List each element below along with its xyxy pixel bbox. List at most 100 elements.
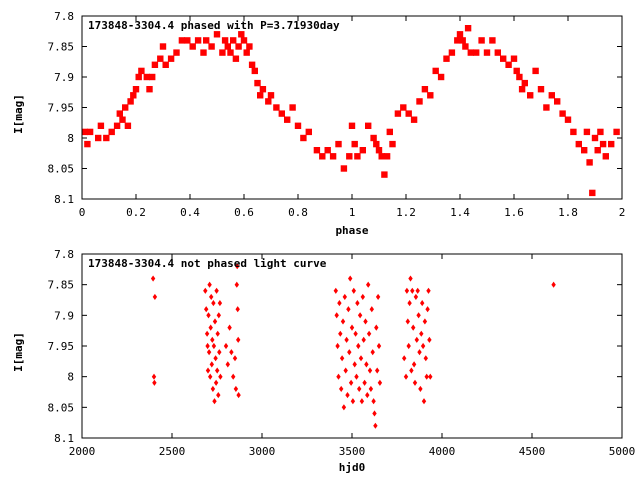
data-point: [341, 404, 347, 411]
data-point: [421, 398, 427, 405]
data-point: [319, 153, 326, 160]
data-point: [473, 49, 480, 56]
data-point: [364, 361, 369, 368]
data-point: [151, 373, 157, 380]
x-tick-label: 3500: [339, 445, 366, 458]
data-point: [343, 367, 348, 374]
data-point: [518, 86, 526, 93]
data-point: [305, 128, 312, 136]
data-point: [213, 355, 218, 362]
data-point: [184, 37, 191, 44]
data-point: [208, 373, 213, 380]
y-tick-label: 7.9: [54, 309, 74, 322]
data-point: [591, 134, 599, 142]
y-tick-label: 7.85: [48, 41, 75, 54]
data-point: [236, 392, 241, 399]
data-point: [467, 49, 474, 56]
data-point: [370, 134, 377, 142]
data-point: [213, 379, 219, 386]
data-point: [257, 92, 264, 99]
data-point: [210, 336, 215, 343]
chart-title: 173848-3304.4 phased with P=3.71930day: [88, 19, 340, 32]
data-point: [423, 355, 428, 362]
data-point: [357, 312, 363, 319]
data-point: [478, 37, 485, 44]
y-tick-label: 7.95: [48, 340, 75, 353]
data-point: [559, 110, 566, 117]
data-point: [344, 336, 349, 343]
data-point: [348, 122, 356, 129]
data-point: [359, 398, 365, 405]
data-point: [597, 128, 604, 136]
data-point: [405, 110, 412, 117]
data-point: [324, 147, 331, 154]
data-point: [367, 367, 373, 374]
data-point: [294, 122, 302, 129]
data-point: [532, 67, 539, 75]
y-axis-label: I[mag]: [12, 332, 25, 372]
data-point: [207, 281, 212, 288]
data-point: [205, 342, 210, 350]
data-point: [234, 281, 239, 288]
data-point: [95, 134, 102, 142]
data-point: [416, 98, 423, 105]
data-point: [210, 385, 216, 392]
data-point: [211, 342, 217, 350]
data-point: [564, 116, 572, 123]
data-point: [594, 147, 601, 154]
data-point: [337, 300, 342, 307]
data-point: [351, 140, 358, 148]
data-point: [373, 140, 380, 148]
data-point: [162, 61, 169, 68]
x-tick-label: 1.8: [558, 206, 578, 219]
data-point: [132, 86, 140, 93]
data-point: [500, 55, 507, 62]
data-point: [372, 410, 377, 417]
data-point: [240, 37, 248, 44]
data-point: [348, 379, 354, 386]
data-point: [334, 312, 339, 319]
data-point: [81, 128, 88, 136]
data-point: [386, 128, 393, 136]
data-point: [357, 385, 362, 392]
data-point: [513, 67, 520, 75]
data-point: [415, 287, 420, 294]
data-point: [366, 281, 371, 288]
data-point: [340, 318, 346, 325]
data-point: [273, 104, 280, 111]
data-point: [159, 43, 167, 50]
y-tick-label: 8.05: [48, 401, 75, 414]
data-point: [214, 287, 219, 294]
data-point: [229, 349, 234, 356]
y-tick-label: 7.8: [54, 10, 74, 23]
data-point: [410, 287, 415, 294]
data-point: [400, 104, 407, 111]
data-point: [215, 330, 220, 337]
data-point: [152, 293, 158, 300]
data-point: [407, 300, 412, 307]
data-point: [543, 104, 550, 111]
x-tick-label: 2500: [159, 445, 186, 458]
data-point: [427, 336, 432, 343]
x-tick-label: 4500: [519, 445, 546, 458]
data-point: [235, 306, 240, 313]
data-point: [227, 49, 234, 56]
data-point: [426, 287, 431, 294]
data-point: [215, 367, 220, 374]
y-tick-label: 8: [67, 132, 74, 145]
chart-title: 173848-3304.4 not phased light curve: [88, 257, 327, 270]
data-point: [113, 122, 121, 129]
x-tick-label: 3000: [249, 445, 276, 458]
data-point: [369, 306, 374, 313]
data-points: [150, 263, 556, 429]
y-axis-label: I[mag]: [12, 94, 25, 134]
data-point: [418, 385, 423, 392]
data-point: [151, 61, 159, 68]
data-point: [217, 300, 223, 307]
data-point: [421, 86, 429, 93]
data-point: [368, 385, 374, 392]
data-point: [381, 171, 388, 178]
data-point: [217, 349, 222, 356]
data-point: [347, 349, 352, 356]
data-point: [135, 73, 142, 81]
